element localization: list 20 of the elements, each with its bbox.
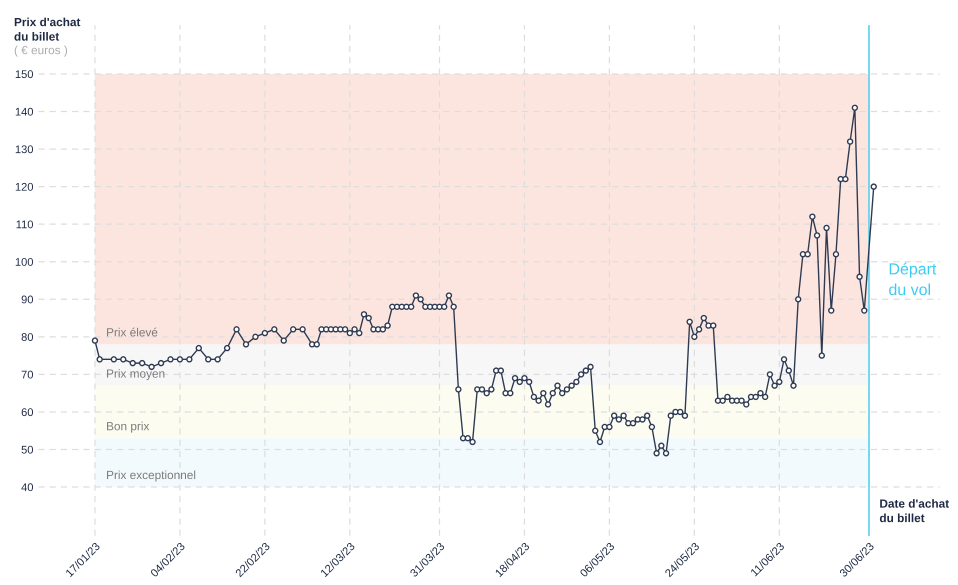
y-tick-label: 120 (16, 182, 34, 191)
y-tick-label: 60 (22, 408, 34, 416)
y-tick-label: 140 (16, 108, 34, 116)
y-tick-label: 150 (16, 70, 34, 78)
annotation: ( € euros ) (14, 46, 68, 57)
y-tick-label: 40 (21, 483, 34, 492)
y-axis-title: Prix d'achat du billet (14, 18, 80, 41)
band-label: Prix moyen (107, 369, 164, 380)
y-tick-label: 70 (22, 370, 34, 379)
ref-line-label: Départ du vol (889, 262, 936, 296)
band-label: Prix exceptionnel (107, 470, 196, 482)
band-label: Prix élevé (107, 328, 158, 336)
y-tick-label: 80 (22, 333, 34, 341)
y-tick-label: 50 (22, 446, 34, 454)
y-tick-label: 100 (16, 258, 34, 266)
band-label: Bon prix (107, 422, 150, 433)
y-tick-label: 110 (16, 220, 34, 228)
y-tick-label: 130 (16, 145, 34, 154)
x-axis-title: Date d'achat du billet (880, 499, 949, 522)
y-tick-label: 90 (22, 296, 34, 304)
